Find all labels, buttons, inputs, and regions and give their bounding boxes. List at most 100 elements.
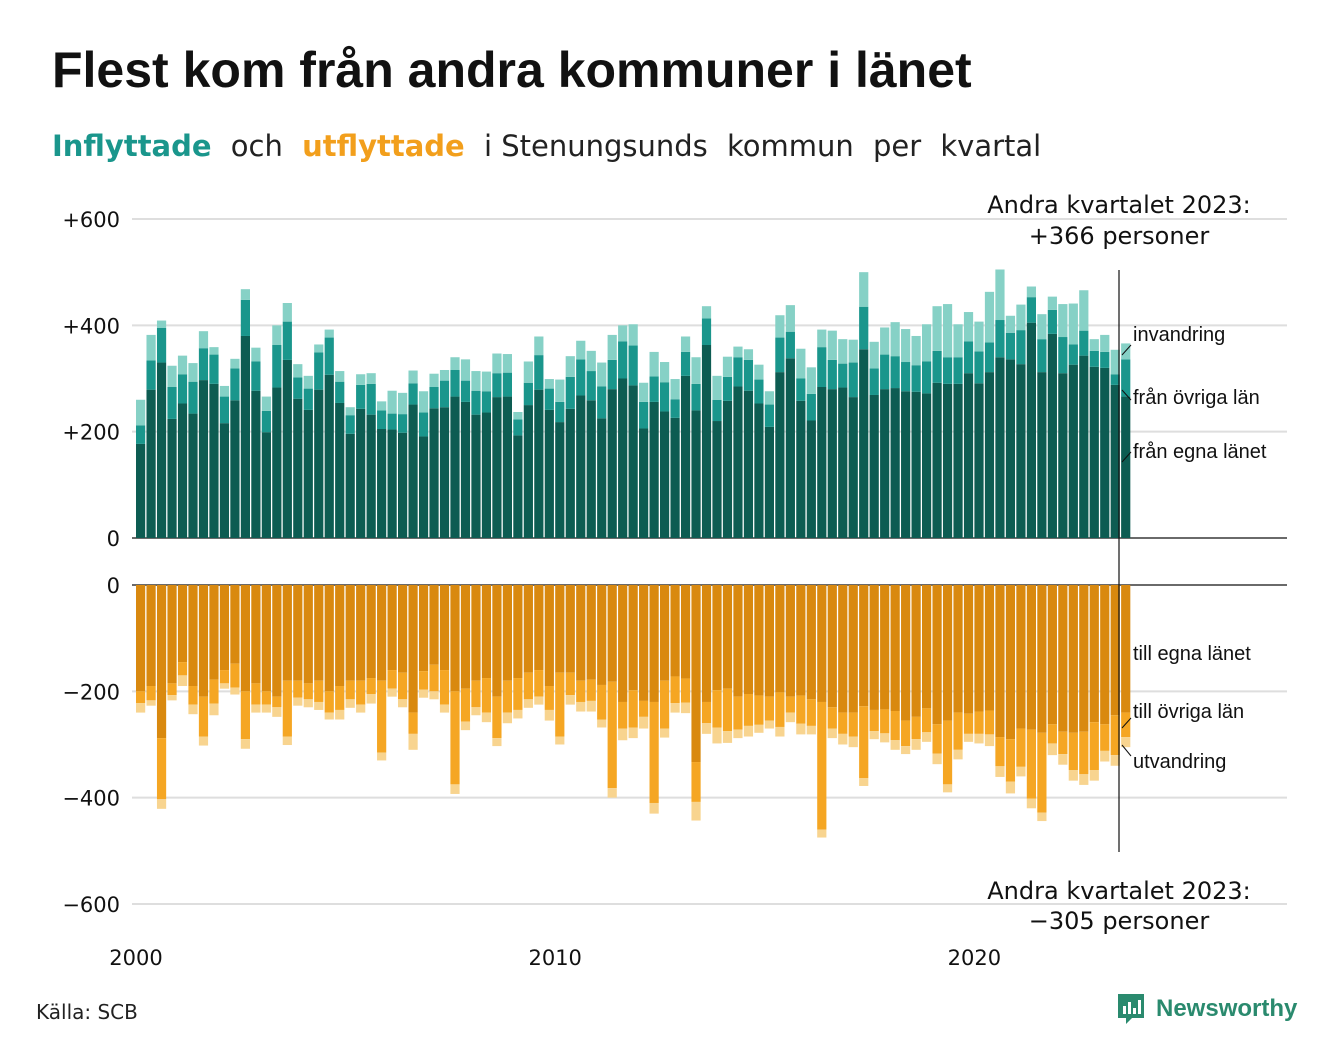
bar-inflow-1 — [806, 393, 816, 421]
bar-outflow-1 — [513, 678, 523, 710]
bar-outflow-2 — [429, 691, 439, 700]
bar-inflow-0 — [838, 387, 848, 538]
bar-inflow-0 — [743, 390, 754, 538]
bar-outflow-0 — [534, 585, 544, 671]
bar-outflow-2 — [1037, 812, 1047, 822]
bar-inflow-1 — [240, 299, 250, 336]
bar-inflow-1 — [827, 359, 837, 390]
bar-inflow-0 — [984, 372, 995, 538]
bar-inflow-1 — [198, 348, 209, 381]
subtitle-och: och — [230, 129, 283, 163]
bar-inflow-2 — [1005, 315, 1016, 333]
bar-inflow-1 — [335, 381, 345, 403]
bar-inflow-2 — [492, 353, 502, 374]
bar-inflow-2 — [974, 321, 984, 352]
bar-inflow-1 — [1089, 350, 1099, 367]
bar-outflow-0 — [230, 585, 240, 664]
bar-inflow-2 — [1079, 290, 1089, 331]
bar-outflow-1 — [1121, 712, 1131, 738]
outflow-bars — [136, 585, 1131, 838]
bar-outflow-0 — [649, 585, 659, 702]
bar-inflow-1 — [1047, 309, 1057, 334]
bar-inflow-0 — [167, 418, 177, 538]
bar-inflow-0 — [377, 429, 387, 538]
bar-inflow-2 — [146, 334, 156, 361]
bar-outflow-1 — [460, 688, 471, 722]
bar-outflow-2 — [492, 738, 502, 747]
bar-inflow-2 — [628, 324, 638, 346]
bar-inflow-0 — [597, 418, 607, 538]
bar-outflow-0 — [1058, 585, 1068, 732]
bar-inflow-0 — [712, 421, 722, 538]
bar-outflow-2 — [764, 720, 774, 729]
bar-inflow-2 — [1026, 286, 1036, 298]
bar-outflow-2 — [597, 719, 607, 728]
bar-outflow-2 — [806, 725, 816, 735]
bar-outflow-0 — [953, 585, 963, 713]
bar-outflow-2 — [1005, 781, 1016, 794]
bar-outflow-1 — [261, 691, 271, 705]
bar-inflow-2 — [1016, 304, 1026, 331]
bar-outflow-1 — [775, 692, 785, 727]
bar-inflow-2 — [1100, 334, 1110, 352]
subtitle-inflyttade: Inflyttade — [52, 129, 212, 163]
bar-outflow-2 — [377, 752, 387, 761]
bar-inflow-2 — [911, 335, 921, 366]
bar-inflow-2 — [639, 382, 649, 402]
bar-outflow-1 — [565, 672, 575, 696]
bar-inflow-0 — [565, 408, 575, 538]
bar-inflow-2 — [345, 407, 355, 416]
bar-inflow-1 — [523, 382, 533, 406]
bar-inflow-2 — [513, 411, 523, 420]
bar-inflow-0 — [177, 403, 188, 538]
y-tick-label: 0 — [107, 527, 120, 551]
bar-inflow-0 — [764, 426, 774, 538]
bar-inflow-0 — [963, 373, 974, 538]
bar-inflow-0 — [1026, 322, 1036, 538]
bar-outflow-1 — [848, 712, 858, 737]
bar-outflow-2 — [261, 704, 271, 713]
bar-inflow-1 — [282, 321, 292, 360]
bar-inflow-2 — [1058, 304, 1068, 338]
bar-inflow-2 — [188, 363, 198, 382]
bar-outflow-1 — [859, 706, 869, 778]
bar-inflow-0 — [607, 389, 617, 538]
bar-outflow-2 — [345, 699, 355, 708]
bar-inflow-1 — [859, 306, 869, 350]
bar-inflow-1 — [1110, 374, 1120, 385]
bar-outflow-2 — [481, 712, 492, 723]
bar-outflow-1 — [586, 679, 596, 701]
bar-inflow-2 — [523, 361, 533, 383]
bar-inflow-0 — [1121, 396, 1131, 538]
bar-outflow-1 — [177, 662, 188, 676]
bar-outflow-1 — [722, 688, 733, 732]
bar-inflow-1 — [356, 384, 366, 409]
bar-outflow-1 — [953, 712, 963, 750]
bar-outflow-2 — [618, 728, 628, 741]
bar-inflow-1 — [418, 412, 429, 437]
bar-outflow-2 — [418, 689, 429, 698]
bar-inflow-1 — [398, 414, 408, 433]
bar-inflow-1 — [534, 355, 544, 390]
bar-outflow-2 — [838, 733, 848, 745]
bar-inflow-0 — [188, 413, 198, 538]
bar-inflow-0 — [796, 400, 806, 538]
bar-inflow-0 — [219, 423, 230, 538]
bar-inflow-2 — [984, 291, 995, 343]
bar-outflow-0 — [387, 585, 397, 671]
bar-outflow-2 — [775, 726, 785, 737]
bar-outflow-0 — [335, 585, 345, 687]
bar-inflow-0 — [450, 396, 460, 538]
bar-inflow-2 — [565, 356, 575, 377]
bar-outflow-1 — [639, 700, 649, 717]
bar-inflow-1 — [942, 357, 953, 384]
bar-inflow-1 — [911, 365, 921, 392]
bar-inflow-2 — [743, 349, 754, 360]
bar-outflow-2 — [827, 728, 837, 739]
newsworthy-brand[interactable]: Newsworthy — [1116, 992, 1297, 1026]
bar-outflow-2 — [785, 712, 795, 723]
bar-inflow-2 — [335, 371, 345, 382]
bar-inflow-0 — [209, 383, 219, 538]
bar-inflow-1 — [1058, 337, 1068, 374]
